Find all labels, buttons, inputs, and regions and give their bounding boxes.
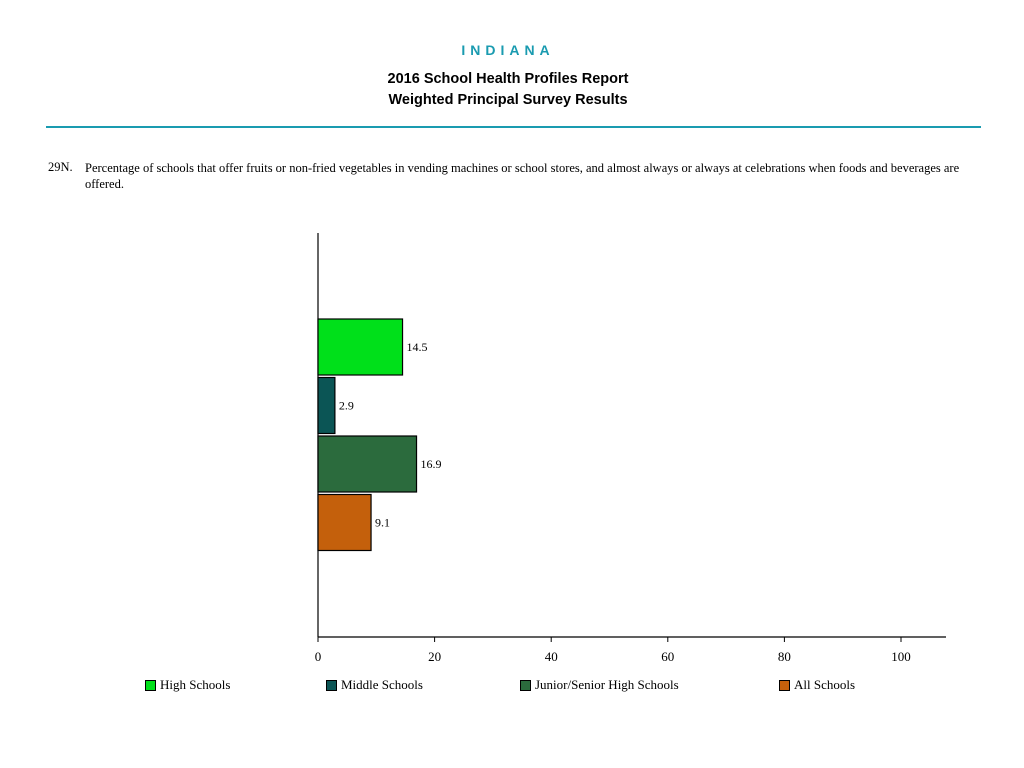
x-axis-tick-label: 0: [315, 649, 322, 664]
legend-item-all-schools: All Schools: [779, 677, 855, 693]
data-label-high-schools: 14.5: [407, 340, 428, 354]
legend-label-all-schools: All Schools: [794, 677, 856, 692]
bar-all-schools: [317, 493, 372, 552]
state-name: INDIANA: [461, 42, 555, 58]
x-axis-tick-label: 100: [891, 649, 911, 664]
question-text: Percentage of schools that offer fruits …: [85, 161, 960, 191]
data-label-junior-senior-high-schools: 16.9: [421, 457, 442, 471]
legend-swatch-high-schools: [145, 679, 156, 691]
bar-high-schools: [317, 318, 404, 376]
legend-label-high-schools: High Schools: [160, 677, 231, 692]
legend-item-high-schools: High Schools: [145, 677, 230, 693]
question-number: 29N.: [48, 160, 73, 174]
legend-swatch-junior-senior-high-schools: [520, 679, 531, 691]
legend-item-junior-senior-high-schools: Junior/Senior High Schools: [520, 677, 679, 693]
x-axis-tick-label: 20: [428, 649, 441, 664]
legend-swatch-middle-schools: [326, 679, 337, 691]
bar-junior-senior-high-schools: [317, 435, 418, 493]
legend-label-middle-schools: Middle Schools: [341, 677, 423, 692]
data-label-middle-schools: 2.9: [339, 399, 354, 413]
legend-item-middle-schools: Middle Schools: [326, 677, 423, 693]
report-title: 2016 School Health Profiles Report: [387, 71, 629, 87]
header-divider: [46, 126, 981, 128]
legend-swatch-all-schools: [779, 679, 790, 691]
data-label-all-schools: 9.1: [375, 516, 390, 530]
x-axis-tick-label: 60: [661, 649, 674, 664]
bar-middle-schools: [317, 376, 336, 435]
x-axis-tick-label: 40: [545, 649, 558, 664]
legend-label-junior-senior-high-schools: Junior/Senior High Schools: [535, 677, 679, 692]
report-subtitle: Weighted Principal Survey Results: [388, 92, 628, 108]
x-axis-tick-label: 80: [778, 649, 791, 664]
